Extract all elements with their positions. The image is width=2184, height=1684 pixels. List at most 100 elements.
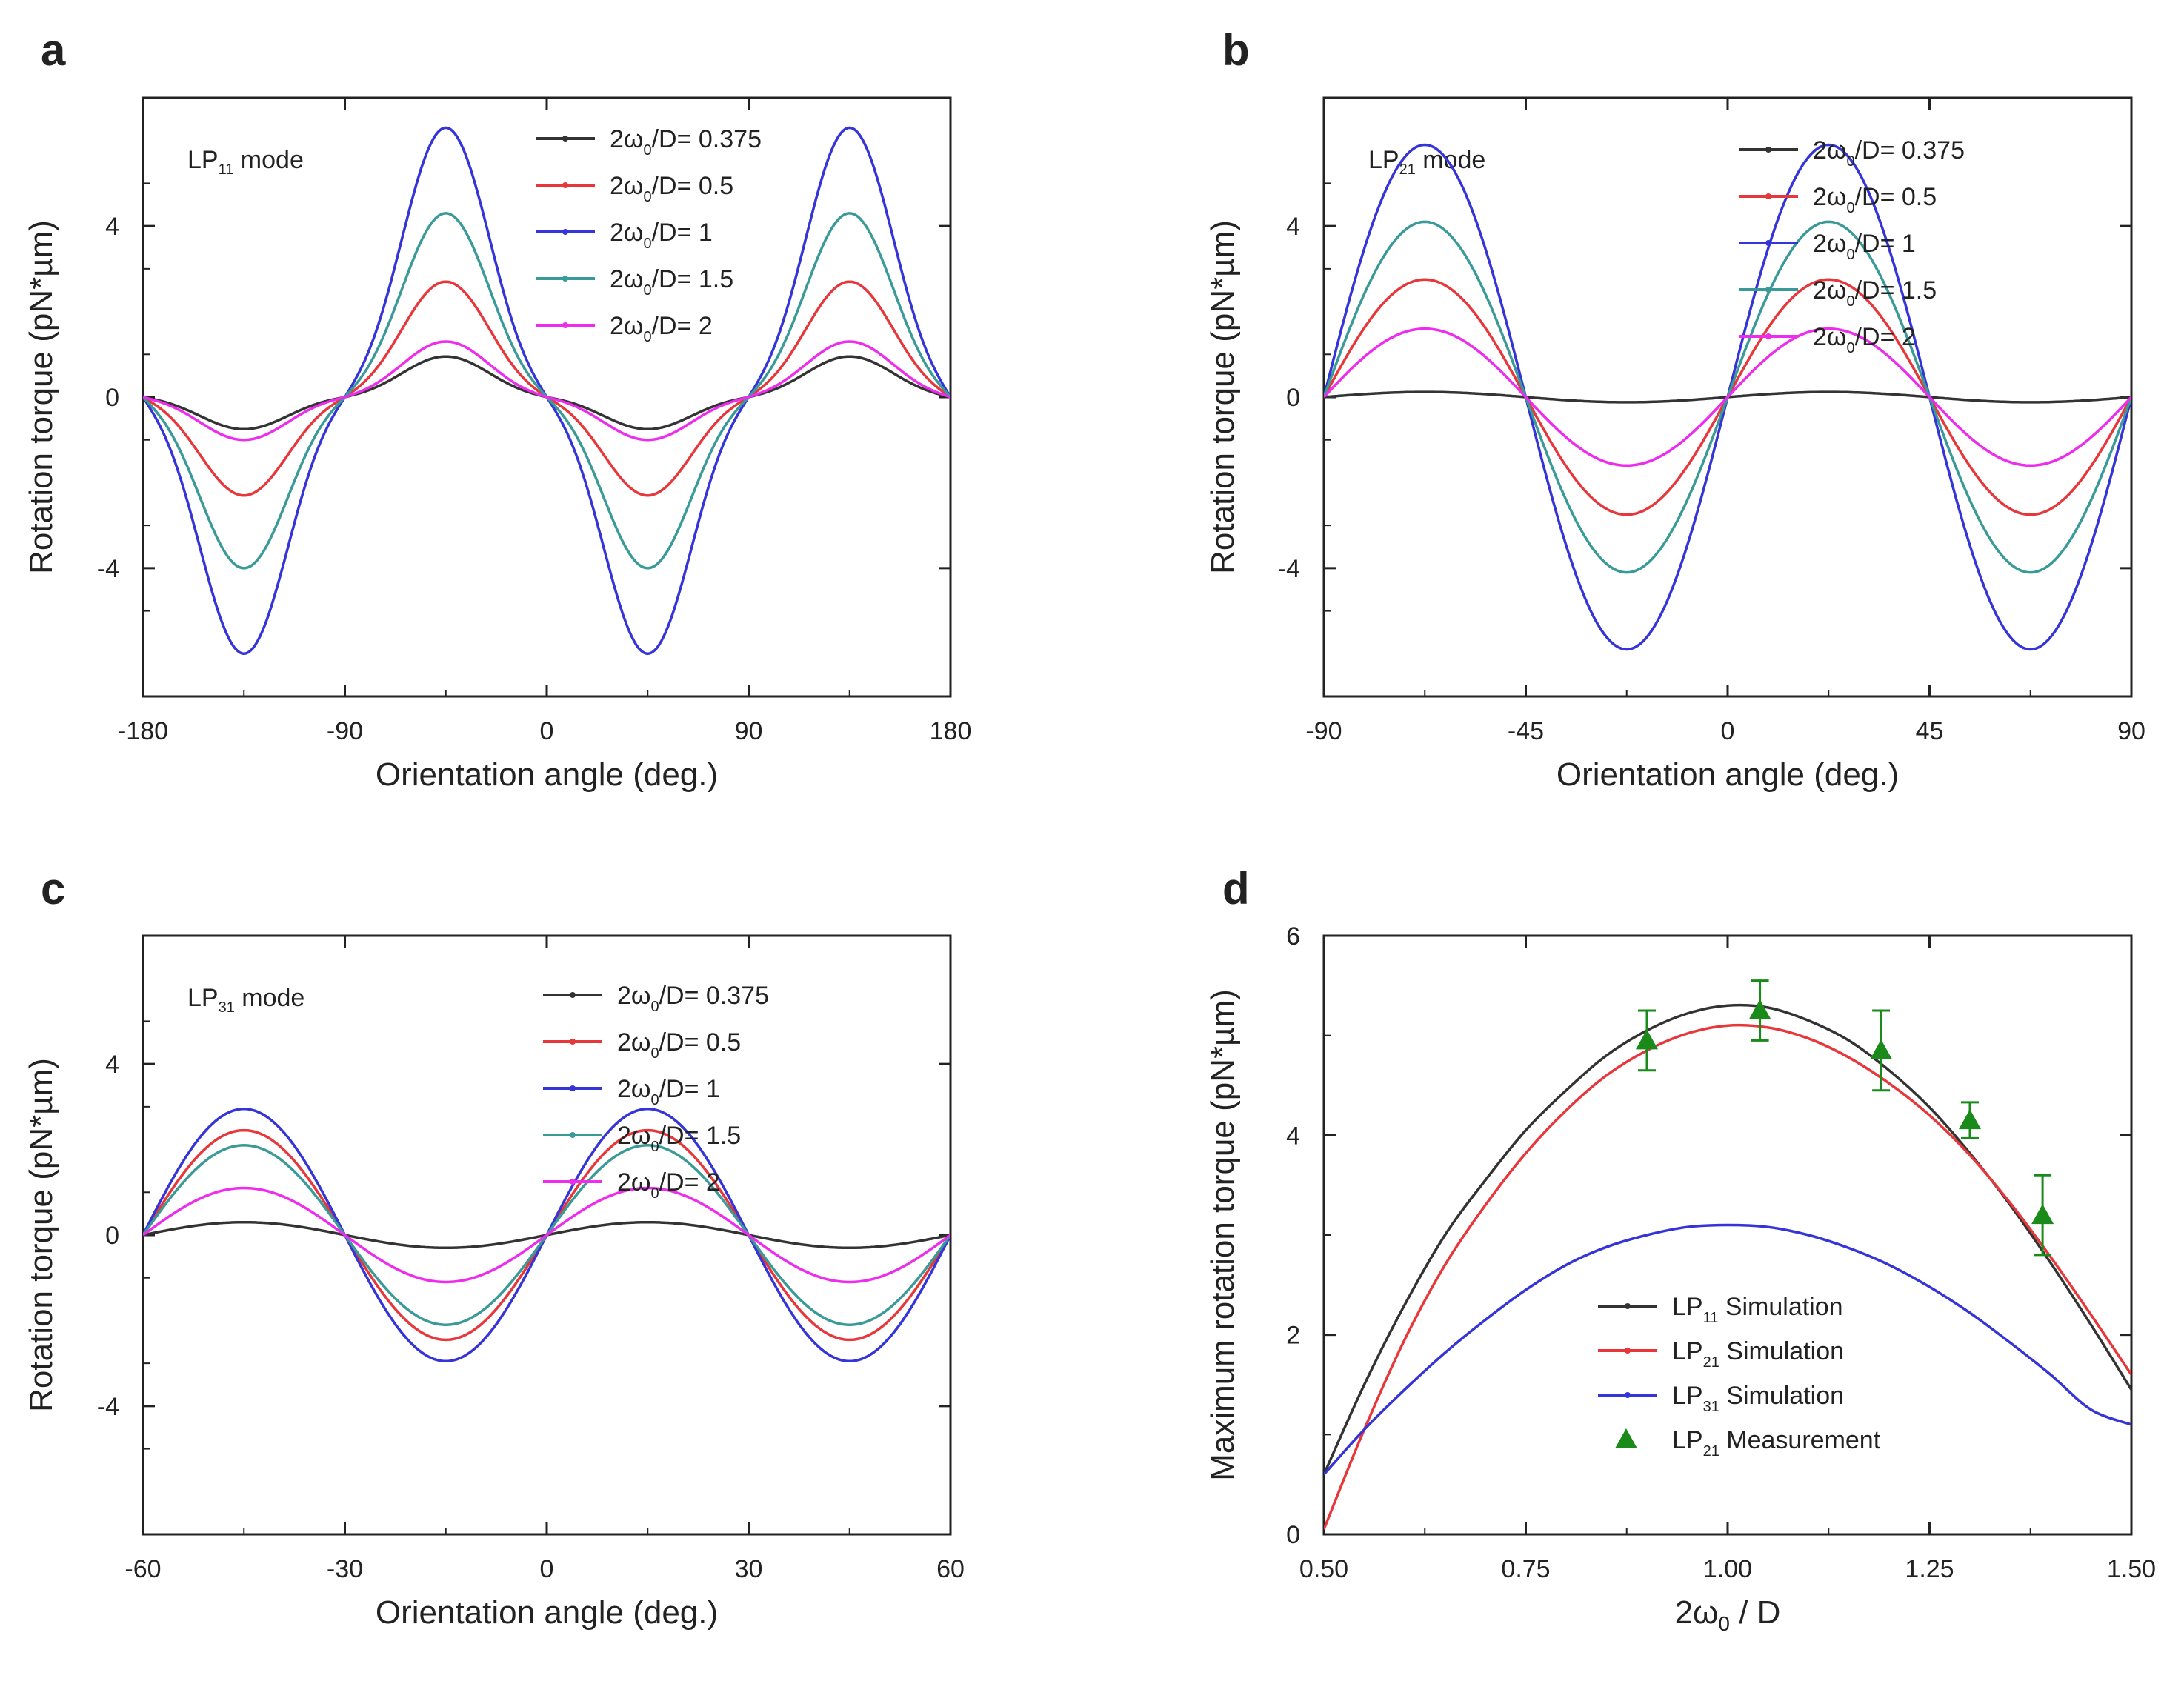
legend-entry: LP21 Measurement <box>1672 1426 1881 1460</box>
y-tick-label: 0 <box>1286 1521 1300 1549</box>
legend-swatch-dot <box>1625 1392 1631 1398</box>
legend-swatch-dot <box>570 1039 576 1045</box>
x-tick-label: -90 <box>1305 717 1342 745</box>
legend-swatch-dot <box>562 322 568 328</box>
legend-swatch-dot <box>1765 287 1771 293</box>
measurement-point <box>1870 1039 1893 1059</box>
legend-entry: LP11 Simulation <box>1672 1293 1843 1326</box>
x-tick-label: -30 <box>327 1555 363 1583</box>
x-tick-label: 0.50 <box>1299 1555 1348 1583</box>
measurement-point <box>2031 1204 2054 1225</box>
x-axis-label: 2ω0 / D <box>1675 1594 1781 1635</box>
legend-entry: 2ω0/D= 0.375 <box>617 982 769 1015</box>
legend-entry: 2ω0/D= 1 <box>1813 230 1916 263</box>
x-axis-label: Orientation angle (deg.) <box>376 1594 718 1631</box>
y-tick-label: 4 <box>1286 213 1300 241</box>
y-tick-label: -4 <box>97 555 119 583</box>
legend-entry: 2ω0/D= 2 <box>1813 323 1916 356</box>
legend-swatch-dot <box>562 276 568 282</box>
mode-label: LP31 mode <box>187 984 304 1016</box>
legend-swatch-dot <box>1765 147 1771 153</box>
legend-swatch-dot <box>570 992 576 998</box>
y-tick-label: 4 <box>105 213 119 241</box>
panel-b: b -90 -45 0 45 90 -4 0 4 Orientation angle (deg.)… <box>1205 25 2145 793</box>
y-axis-label: Rotation torque (pN*µm) <box>23 1058 59 1412</box>
x-tick-label: 180 <box>930 717 972 745</box>
x-tick-label: -180 <box>118 717 168 745</box>
x-tick-label: 1.00 <box>1703 1555 1752 1583</box>
x-tick-label: -45 <box>1508 717 1544 745</box>
legend-swatch-dot <box>570 1085 576 1091</box>
y-tick-label: 0 <box>105 384 119 412</box>
y-axis-label: Rotation torque (pN*µm) <box>23 220 59 574</box>
legend-swatch-dot <box>1765 333 1771 339</box>
x-tick-label: 0 <box>1721 717 1735 745</box>
y-tick-label: 4 <box>105 1051 119 1079</box>
legend-swatch-dot <box>1765 240 1771 246</box>
x-tick-label: -60 <box>124 1555 161 1583</box>
legend-entry: 2ω0/D= 1 <box>610 219 713 252</box>
y-tick-label: 2 <box>1286 1322 1300 1350</box>
legend-entry: 2ω0/D= 0.5 <box>610 172 733 205</box>
legend-entry: 2ω0/D= 2 <box>610 312 713 345</box>
series-line-1 <box>143 280 950 497</box>
legend-entry: 2ω0/D= 0.375 <box>1813 136 1965 170</box>
y-tick-label: 6 <box>1286 922 1300 951</box>
x-tick-label: 0 <box>540 717 554 745</box>
legend-swatch-dot <box>570 1179 576 1185</box>
legend-swatch-dot <box>570 1132 576 1138</box>
x-tick-label: 1.25 <box>1905 1555 1954 1583</box>
legend-swatch-dot <box>562 136 568 142</box>
legend-entry: 2ω0/D= 1 <box>617 1075 720 1108</box>
legend-swatch-dot <box>1625 1348 1631 1354</box>
series-line-0 <box>143 355 950 431</box>
x-tick-label: 45 <box>1916 717 1944 745</box>
mode-label: LP11 mode <box>187 146 304 178</box>
measurement-point <box>1636 1029 1658 1050</box>
series-line-2 <box>1324 1223 2131 1476</box>
x-axis-label: Orientation angle (deg.) <box>1557 756 1899 793</box>
y-tick-label: -4 <box>1278 555 1300 583</box>
legend-entry: LP21 Simulation <box>1672 1337 1844 1371</box>
x-tick-label: 0.75 <box>1501 1555 1550 1583</box>
panel-letter: b <box>1222 25 1250 75</box>
legend-entry: 2ω0/D= 1.5 <box>610 265 733 299</box>
panel-d: d 0.50 0.75 1.00 1.25 1.50 0 2 4 6 2ω0 / D Maximum … <box>1205 864 2156 1635</box>
legend-entry: 2ω0/D= 1.5 <box>617 1122 741 1155</box>
y-tick-label: 0 <box>105 1222 119 1250</box>
x-tick-label: 90 <box>2117 717 2145 745</box>
series-line-4 <box>143 1186 950 1284</box>
legend-entry: 2ω0/D= 0.375 <box>610 125 762 159</box>
legend-entry: LP31 Simulation <box>1672 1382 1844 1415</box>
series-line-3 <box>143 212 950 570</box>
legend-swatch-dot <box>1765 193 1771 199</box>
panel-letter: d <box>1222 864 1250 913</box>
panel-c: c -60 -30 0 30 60 -4 0 4 Orientation angle (deg.)… <box>23 864 965 1631</box>
legend-swatch-dot <box>562 182 568 188</box>
legend-entry: 2ω0/D= 2 <box>617 1168 720 1202</box>
measurement-point <box>1959 1109 1981 1130</box>
series-line-4 <box>1324 327 2131 467</box>
mode-label: LP21 mode <box>1368 146 1485 178</box>
y-tick-label: 0 <box>1286 384 1300 412</box>
x-tick-label: 60 <box>936 1555 965 1583</box>
legend-swatch-dot <box>1625 1303 1631 1309</box>
y-axis-label: Maximum rotation torque (pN*µm) <box>1205 989 1241 1481</box>
legend-swatch-dot <box>562 229 568 235</box>
series-line-2 <box>143 126 950 656</box>
x-tick-label: 1.50 <box>2107 1555 2156 1583</box>
panel-letter: a <box>41 25 66 75</box>
x-tick-label: 90 <box>735 717 763 745</box>
panel-letter: c <box>41 864 65 913</box>
x-tick-label: -90 <box>327 717 363 745</box>
y-tick-label: -4 <box>97 1393 119 1421</box>
series-line-4 <box>143 340 950 442</box>
series-line-1 <box>1324 1023 2131 1530</box>
panel-a: a -180 -90 0 90 180 -4 0 4 Orientation angle (deg… <box>23 25 971 793</box>
legend-entry: 2ω0/D= 0.5 <box>617 1028 741 1062</box>
measurement-point <box>1748 999 1771 1019</box>
x-axis-label: Orientation angle (deg.) <box>376 756 718 793</box>
legend-entry: 2ω0/D= 0.5 <box>1813 183 1937 216</box>
legend-entry: 2ω0/D= 1.5 <box>1813 276 1937 310</box>
